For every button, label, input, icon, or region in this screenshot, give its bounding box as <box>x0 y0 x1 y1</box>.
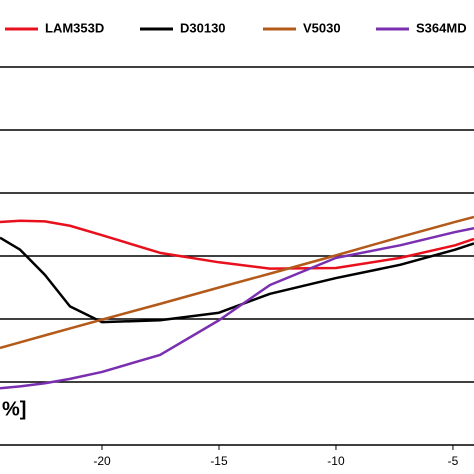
legend-label: S364MD <box>416 20 467 35</box>
x-tick-label: -15 <box>210 454 228 468</box>
series-line <box>0 227 474 390</box>
legend-label: D30130 <box>180 20 226 35</box>
x-tick-label: -10 <box>327 454 345 468</box>
series-line <box>0 219 474 270</box>
legend-label: LAM353D <box>45 20 104 35</box>
series-line <box>0 236 474 324</box>
legend-label: V5030 <box>303 20 341 35</box>
x-tick-label: -20 <box>93 454 111 468</box>
x-tick-label: -5 <box>448 454 459 468</box>
y-axis-label: %] <box>2 398 26 420</box>
series-line <box>0 215 474 350</box>
